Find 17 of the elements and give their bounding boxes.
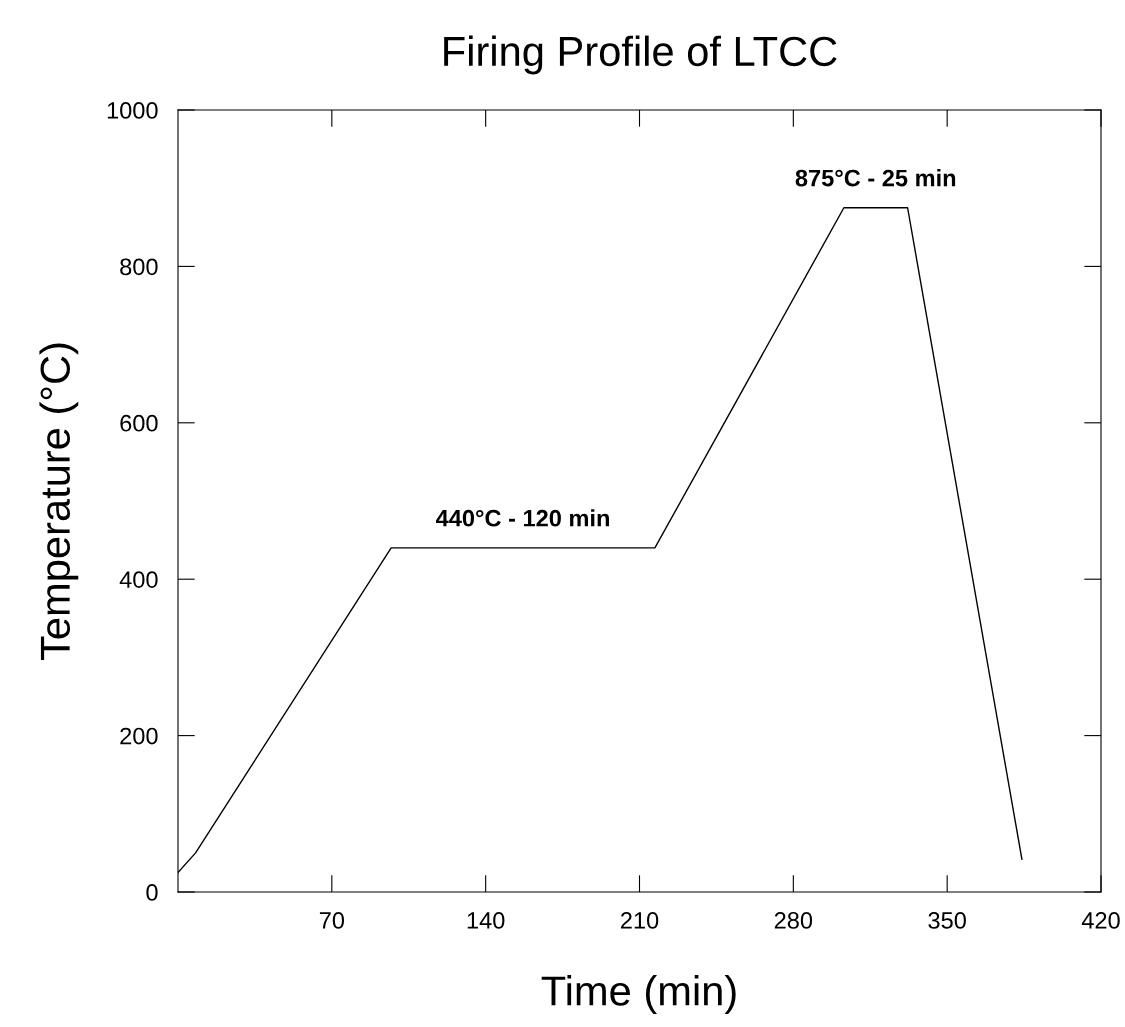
x-tick-label: 70 [319,912,345,929]
x-tick-label: 350 [928,912,966,929]
y-tick-label: 1000 [107,102,158,119]
y-tick-label: 0 [146,884,158,901]
chart-title: Firing Profile of LTCC [444,35,837,75]
annotation: 875°C - 25 min [795,169,956,187]
y-tick-label: 400 [119,571,158,588]
y-tick-label: 800 [120,258,158,276]
x-axis-title: Time (min) [541,975,736,1014]
annotation: 440°C - 120 min [435,509,609,527]
x-tick-label: 140 [467,912,505,929]
x-tick-label: 280 [774,912,813,929]
x-tick-label: 210 [620,912,659,929]
y-tick-label: 200 [120,727,158,745]
y-tick-label: 600 [120,414,158,432]
x-tick-label: 420 [1081,912,1120,929]
y-axis-title: Temperature (°C) [39,343,79,661]
